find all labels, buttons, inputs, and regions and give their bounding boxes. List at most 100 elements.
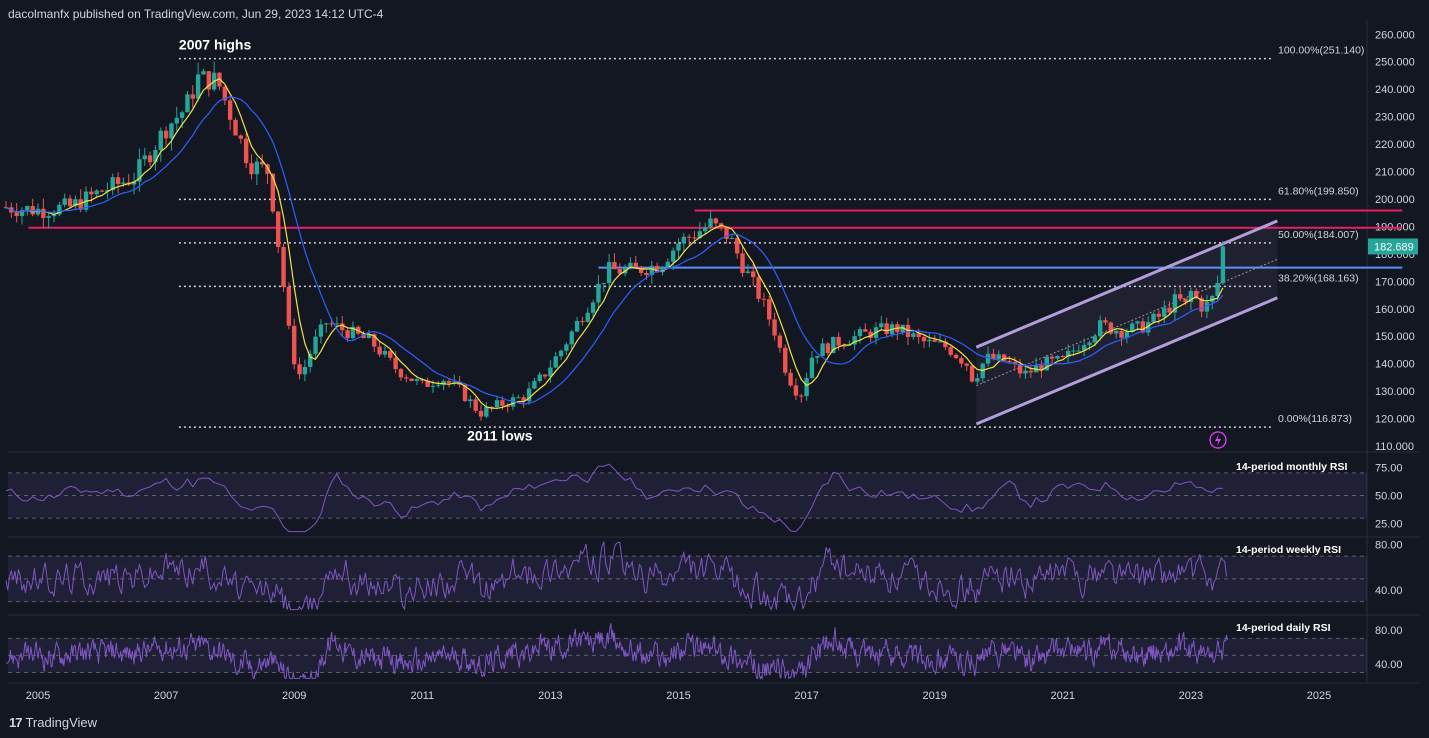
candle-body xyxy=(644,272,649,276)
candle-body xyxy=(478,410,484,417)
candle-body xyxy=(1103,320,1108,323)
candle-body xyxy=(590,302,596,313)
lightning-icon xyxy=(1209,431,1227,449)
candle-body xyxy=(62,198,67,205)
ma-fast-line xyxy=(5,78,1224,409)
candle-body xyxy=(1188,291,1194,303)
rsi-line xyxy=(5,540,1227,612)
candle-body xyxy=(377,346,382,355)
candle-body xyxy=(51,214,57,217)
candle-body xyxy=(73,199,78,207)
x-tick-label: 2017 xyxy=(794,690,818,702)
candle-body xyxy=(751,271,756,278)
candle-body xyxy=(756,277,761,299)
candle-body xyxy=(542,374,548,377)
last-price-label: 182.689 xyxy=(1374,241,1414,253)
candle-body xyxy=(1012,362,1017,364)
candle-body xyxy=(1017,363,1023,374)
candle-body xyxy=(702,227,708,232)
candle-body xyxy=(585,312,590,322)
candle-body xyxy=(281,247,286,287)
candle-body xyxy=(799,395,804,397)
x-tick-label: 2019 xyxy=(922,690,946,702)
candle-body xyxy=(1071,350,1076,352)
rsi-pane-label: 14-period daily RSI xyxy=(1236,622,1331,634)
candle-body xyxy=(147,155,153,163)
candle-body xyxy=(275,211,281,248)
candle-body xyxy=(46,216,51,218)
y-tick-label: 250.000 xyxy=(1375,57,1415,69)
candle-body xyxy=(948,347,953,355)
rsi-line xyxy=(5,623,1228,681)
rsi-y-tick-label: 40.00 xyxy=(1375,585,1403,597)
candle-body xyxy=(292,325,297,365)
candle-body xyxy=(446,380,452,383)
fib-level-label: 0.00%(116.873) xyxy=(1278,413,1352,425)
candle-body xyxy=(425,380,430,387)
candle-body xyxy=(1129,323,1135,332)
candle-body xyxy=(254,161,260,175)
channel-lower-line xyxy=(975,296,1278,426)
candle-body xyxy=(131,181,137,185)
fib-level-label: 100.00%(251.140) xyxy=(1278,45,1364,57)
candle-body xyxy=(612,262,617,270)
candle-body xyxy=(89,191,94,195)
channel-mid-line xyxy=(976,258,1278,387)
y-tick-label: 110.000 xyxy=(1375,441,1414,453)
candle-body xyxy=(831,336,836,354)
candle-body xyxy=(863,329,868,332)
candle-body xyxy=(804,378,809,397)
candle-body xyxy=(484,406,489,417)
candle-body xyxy=(516,397,521,399)
candle-body xyxy=(308,353,313,367)
candle-body xyxy=(815,355,820,358)
candle-body xyxy=(665,261,671,268)
candle-body xyxy=(436,384,441,386)
candle-body xyxy=(110,177,115,191)
fib-level-label: 50.00%(184.007) xyxy=(1278,229,1359,241)
candle-body xyxy=(505,405,510,407)
candle-body xyxy=(249,163,254,175)
candle-body xyxy=(1210,295,1215,302)
candle-body xyxy=(78,199,83,210)
candle-body xyxy=(921,337,927,342)
candle-body xyxy=(334,323,340,325)
x-tick-label: 2007 xyxy=(154,690,178,702)
rsi-pane: 75.00 50.00 25.00 14-period monthly RSI xyxy=(5,461,1403,533)
candle-body xyxy=(158,130,163,151)
candle-body xyxy=(1183,298,1188,303)
candle-body xyxy=(94,190,99,195)
x-tick-label: 2013 xyxy=(538,690,562,702)
candle-body xyxy=(462,384,468,402)
y-tick-label: 200.000 xyxy=(1375,194,1415,206)
candle-body xyxy=(1140,321,1146,333)
candle-body xyxy=(1108,322,1114,334)
x-tick-label: 2023 xyxy=(1179,690,1203,702)
price-pane[interactable]: 260.000 250.000 240.000 230.000 220.000 210.0… xyxy=(3,29,1418,453)
time-axis[interactable]: 2005 2007 2009 2011 2013 2015 2017 2019 2021 2023… xyxy=(26,690,1331,702)
tradingview-brand[interactable]: 17 TradingView xyxy=(9,715,97,730)
candle-body xyxy=(996,354,1001,360)
candle-body xyxy=(243,138,249,164)
y-tick-label: 170.000 xyxy=(1375,276,1415,288)
candle-body xyxy=(340,323,345,331)
candle-body xyxy=(174,117,179,124)
candle-body xyxy=(489,406,494,408)
candle-body xyxy=(313,336,318,354)
candle-body xyxy=(179,112,185,118)
candle-body xyxy=(350,326,356,339)
x-tick-label: 2009 xyxy=(282,690,306,702)
candle-body xyxy=(943,341,948,348)
candle-body xyxy=(911,333,916,337)
candle-body xyxy=(1097,320,1103,337)
candle-body xyxy=(959,358,964,364)
candle-body xyxy=(697,231,703,239)
candle-body xyxy=(809,357,815,379)
candle-body xyxy=(633,262,638,267)
candle-body xyxy=(1220,246,1226,284)
candle-body xyxy=(329,323,334,325)
candle-body xyxy=(441,380,446,385)
y-tick-label: 230.000 xyxy=(1375,112,1415,124)
candle-body xyxy=(41,208,46,218)
